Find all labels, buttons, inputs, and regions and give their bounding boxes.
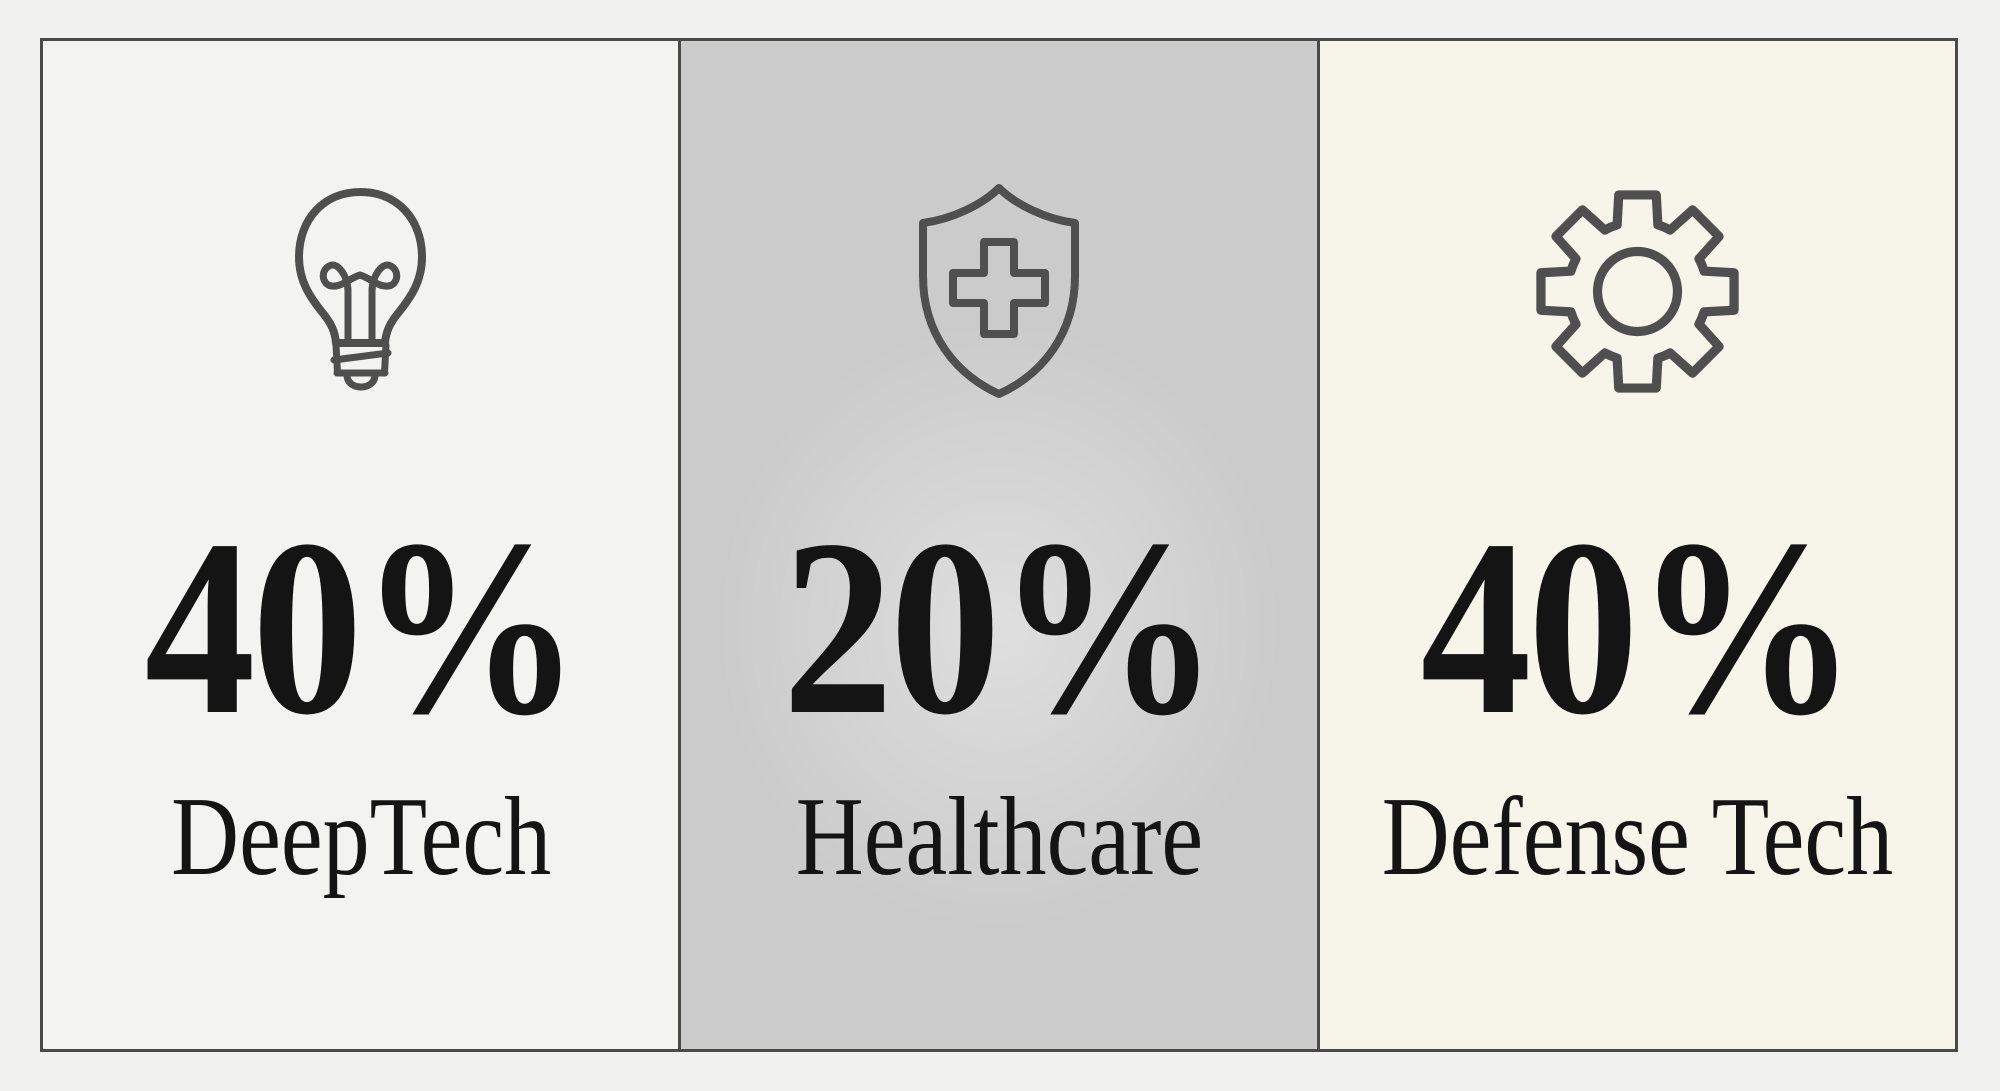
shield-medical-cross-icon — [909, 181, 1089, 401]
panel-healthcare: 20% Healthcare — [678, 41, 1317, 1049]
infographic-frame: 40% DeepTech 20% Healthcare 40% — [40, 38, 1958, 1052]
lightbulb-icon — [291, 181, 430, 401]
healthcare-label: Healthcare — [795, 775, 1203, 899]
defense-tech-percentage: 40% — [1420, 487, 1857, 767]
gear-icon — [1535, 181, 1740, 401]
defense-tech-label: Defense Tech — [1381, 775, 1894, 899]
deeptech-percentage: 40% — [144, 487, 580, 767]
panel-deeptech: 40% DeepTech — [43, 41, 679, 1049]
deeptech-label: DeepTech — [170, 775, 551, 899]
healthcare-percentage: 20% — [782, 487, 1219, 767]
panel-defense-tech: 40% Defense Tech — [1316, 41, 1955, 1049]
